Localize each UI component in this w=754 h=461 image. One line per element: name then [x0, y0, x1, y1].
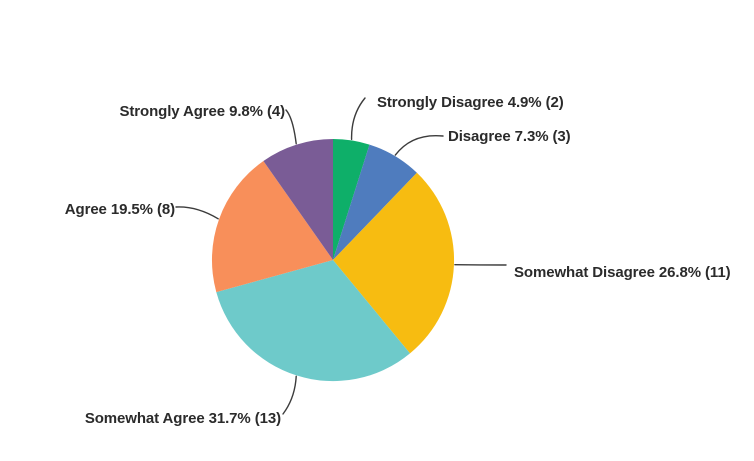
pie-slice-somewhat-agree[interactable] — [216, 260, 410, 382]
pie-label-strongly-disagree: Strongly Disagree 4.9% (2) — [377, 94, 564, 111]
leader-line-strongly-disagree — [350, 97, 366, 141]
pie-label-strongly-agree: Strongly Agree 9.8% (4) — [119, 103, 285, 120]
leader-line-strongly-agree — [285, 109, 297, 145]
leader-line-disagree — [394, 134, 444, 156]
pie-slice-strongly-disagree[interactable] — [333, 138, 370, 260]
pie-label-disagree: Disagree 7.3% (3) — [448, 128, 571, 145]
pie-label-somewhat-agree: Somewhat Agree 31.7% (13) — [84, 410, 281, 427]
pie-slice-disagree[interactable] — [333, 144, 417, 260]
pie-slice-strongly-agree[interactable] — [263, 139, 333, 260]
pie-slice-agree[interactable] — [211, 161, 333, 293]
leader-line-agree — [175, 206, 219, 220]
pie-label-agree: Agree 19.5% (8) — [64, 201, 175, 218]
pie-label-somewhat-disagree: Somewhat Disagree 26.8% (11) — [514, 264, 731, 281]
pie-slice-somewhat-disagree[interactable] — [333, 172, 455, 354]
leader-line-somewhat-agree — [282, 375, 297, 415]
